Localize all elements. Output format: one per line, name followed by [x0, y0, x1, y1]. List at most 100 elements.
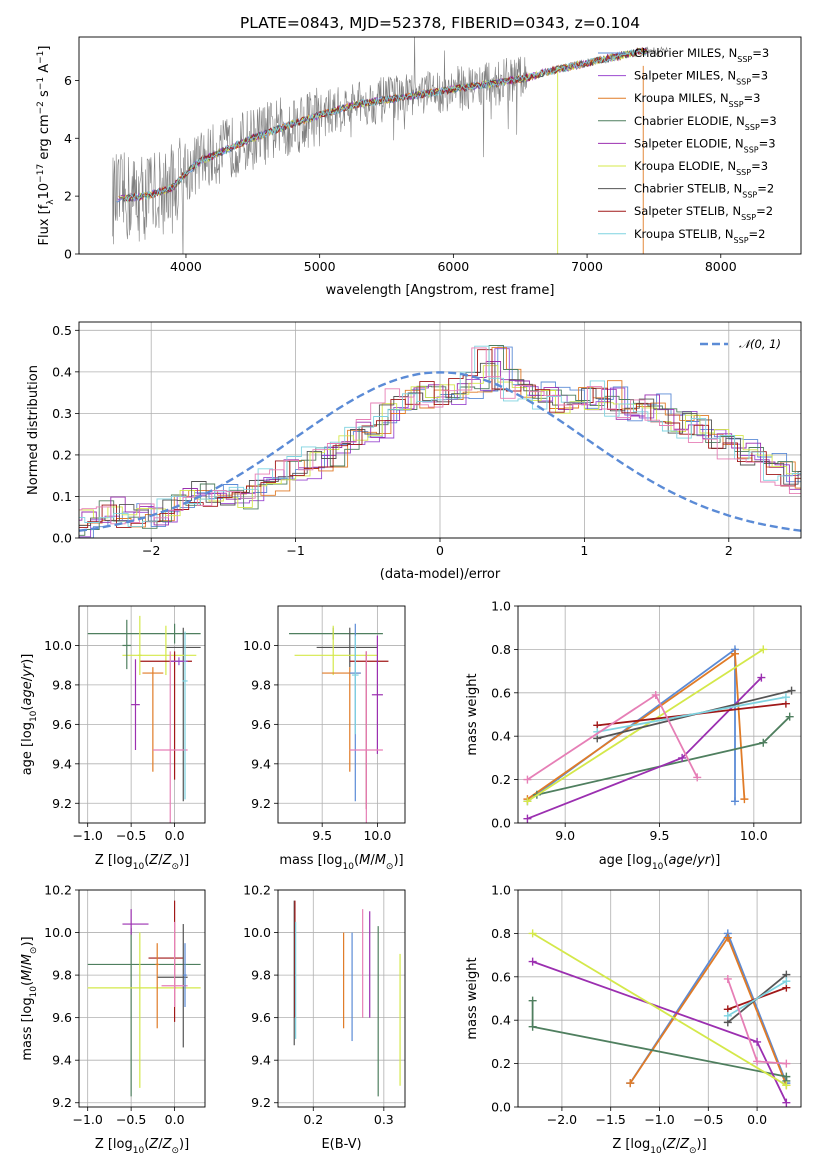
massweight_vs_Z-frame — [517, 889, 802, 1108]
x-axis-label: Z [log10(Z/Z⊙)] — [612, 1137, 706, 1156]
mass_vs_EBV-frame — [277, 889, 406, 1108]
data-point-marker — [782, 1098, 791, 1107]
x-tick-label: 10.0 — [740, 828, 768, 843]
series-line — [727, 980, 787, 1017]
y-tick-label: 0.5 — [52, 323, 72, 338]
x-tick-label: −1.5 — [596, 1112, 626, 1127]
data-point-marker — [781, 693, 790, 702]
x-tick-label: 0 — [436, 543, 444, 558]
x-tick-label: 9.5 — [650, 828, 670, 843]
y-tick-label: 9.8 — [52, 968, 72, 983]
y-tick-label: 0.6 — [491, 969, 511, 984]
model-spectrum — [119, 48, 647, 203]
y-tick-label: 0 — [64, 247, 72, 262]
y-tick-label: 0.0 — [52, 531, 72, 546]
x-tick-label: 9.5 — [312, 828, 332, 843]
data-point-marker — [528, 929, 537, 938]
mass_vs_Z-frame — [78, 889, 206, 1108]
y-tick-label: 9.2 — [251, 1095, 271, 1110]
legend-entry: Kroupa MILES, NSSP=3 — [634, 91, 760, 109]
y-axis-label: mass weight — [465, 957, 480, 1039]
x-tick-label: −1.0 — [73, 828, 103, 843]
legend-entry: Kroupa STELIB, NSSP=2 — [634, 227, 765, 245]
y-tick-label: 2 — [64, 189, 72, 204]
data-point-marker — [730, 649, 739, 658]
y-axis-label: age [log10(age/yr)] — [20, 654, 39, 776]
y-axis-label: Flux [fλ10−17 erg cm−2 s−1 A−1] — [36, 46, 56, 246]
legend-entry: 𝒩(0, 1) — [739, 337, 781, 351]
data-point-marker — [693, 773, 702, 782]
series-line — [536, 716, 791, 796]
data-point-marker — [740, 795, 749, 804]
x-tick-label: 9.0 — [555, 828, 575, 843]
series-line — [526, 648, 764, 803]
x-tick-label: 10.0 — [363, 828, 391, 843]
massweight_vs_age-frame — [517, 605, 802, 824]
residuals-frame — [78, 321, 802, 539]
x-axis-label: wavelength [Angstrom, rest frame] — [326, 283, 555, 298]
y-tick-label: 0.4 — [52, 364, 72, 379]
data-point-marker — [528, 1022, 537, 1031]
y-tick-label: 9.4 — [251, 756, 271, 771]
data-point-marker — [626, 1079, 635, 1088]
data-point-marker — [787, 686, 796, 695]
y-tick-label: 6 — [64, 73, 72, 88]
age_vs_mass-frame — [277, 605, 406, 824]
x-axis-label: age [log10(age/yr)] — [599, 853, 721, 872]
model-spectrum — [118, 47, 647, 202]
x-axis-label: Z [log10(Z/Z⊙)] — [95, 853, 189, 872]
y-tick-label: 1.0 — [491, 599, 511, 614]
x-axis-label: E(B-V) — [321, 1137, 361, 1152]
y-tick-label: 0.0 — [491, 1100, 511, 1115]
y-tick-label: 1.0 — [491, 883, 511, 898]
data-point-marker — [757, 673, 766, 682]
massweight_vs_Z-plot — [528, 929, 791, 1107]
x-tick-label: 5000 — [304, 259, 336, 274]
spectrum-axes: 4000 5000 6000 7000 8000 0 2 4 6 — [64, 73, 737, 274]
data-point-marker — [523, 814, 532, 823]
y-tick-label: 9.6 — [251, 1010, 271, 1025]
histogram-step — [79, 349, 801, 529]
x-tick-label: 6000 — [437, 259, 469, 274]
data-point-marker — [753, 1057, 762, 1066]
y-tick-label: 0.2 — [52, 447, 72, 462]
y-tick-label: 0.8 — [491, 642, 511, 657]
age_vs_Z-plot — [87, 615, 201, 823]
age_vs_mass-axes: 9.5 10.0 9.2 9.4 9.6 9.8 10.0 — [243, 606, 405, 843]
y-tick-label: 0.4 — [491, 729, 511, 744]
data-point-marker — [759, 645, 768, 654]
data-point-marker — [723, 1011, 732, 1020]
y-tick-label: 4 — [64, 131, 72, 146]
legend-entry: Salpeter STELIB, NSSP=2 — [634, 204, 773, 222]
series-line — [597, 696, 787, 733]
normal-curve — [79, 371, 801, 532]
data-point-marker — [528, 957, 537, 966]
y-tick-label: 9.6 — [251, 717, 271, 732]
mass_vs_EBV-axes: 0.2 0.3 9.2 9.4 9.6 9.8 10.0 10.2 — [243, 883, 405, 1127]
observed-spectrum — [112, 37, 668, 254]
y-tick-label: 9.2 — [251, 796, 271, 811]
y-tick-label: 0.0 — [491, 816, 511, 831]
y-tick-label: 9.4 — [52, 756, 72, 771]
y-tick-label: 0.4 — [491, 1013, 511, 1028]
legend-entry: Kroupa ELODIE, NSSP=3 — [634, 159, 768, 177]
spectrum-frame — [78, 36, 802, 255]
histogram-step — [79, 347, 801, 525]
y-tick-label: 10.0 — [44, 638, 72, 653]
y-tick-label: 9.4 — [251, 1053, 271, 1068]
data-point-marker — [528, 996, 537, 1005]
data-point-marker — [651, 690, 660, 699]
data-point-marker — [782, 1081, 791, 1090]
legend-entry: Salpeter ELODIE, NSSP=3 — [634, 136, 776, 154]
data-point-marker — [523, 775, 532, 784]
x-tick-label: 8000 — [705, 259, 737, 274]
histogram-step — [79, 345, 801, 536]
y-axis-label: Normed distribution — [26, 365, 41, 495]
y-tick-label: 10.0 — [243, 638, 271, 653]
y-tick-label: 0.2 — [491, 1056, 511, 1071]
x-tick-label: 0.2 — [303, 1112, 323, 1127]
y-tick-label: 9.8 — [251, 968, 271, 983]
y-tick-label: 10.2 — [44, 883, 72, 898]
mass_vs_Z-axes: −1.0 −0.5 0.0 9.2 9.4 9.6 9.8 10.0 10.2 — [44, 883, 205, 1127]
